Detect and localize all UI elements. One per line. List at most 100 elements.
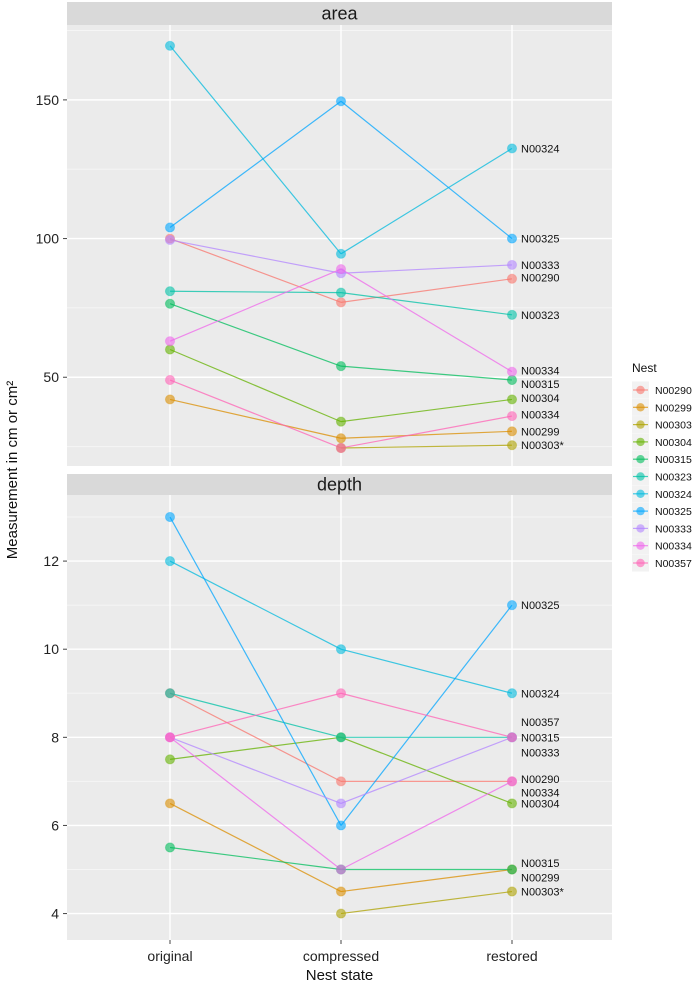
panel-area-strip-title: area [321,4,358,24]
panel-depth-series-line-N00334 [169,736,342,870]
panel-depth-strip [67,474,612,495]
legend-label-N00304: N00304 [655,437,692,449]
legend-label-N00290: N00290 [655,385,692,397]
panel-area-point-N00323-compressed [335,287,347,298]
panel-area-series-line-N00303 [340,444,513,449]
legend-key-point-N00303 [636,420,645,429]
panel-area-point-label: N00324 [521,143,560,155]
panel-area-series-line-N00315 [340,365,513,381]
panel-depth-series-line-N00334 [340,780,513,871]
panel-area-series-line-N00334 [169,268,342,342]
panel-area-point-label: N00323 [521,310,560,322]
panel-depth-y-tick-label: 12 [43,553,59,569]
panel-area-point-label: N00315 [521,379,560,391]
panel-depth-y-tick-label: 8 [51,729,59,745]
panel-area-point-N00325-compressed [335,96,347,107]
panel-area-point-N00304-original [164,344,176,355]
panel-area-point-N00325-original [164,222,176,233]
panel-area-point-N00299-compressed [335,433,347,444]
x-tick-label-compressed: compressed [303,948,379,964]
panel-area-point-N00290-restored [506,273,518,284]
legend-key-point-N00324 [636,489,645,498]
panel-area-point-N00357-compressed [335,442,347,454]
panel-area-point-N00315-restored [506,374,518,386]
panel-area-series-line-N00290 [340,278,513,303]
panel-area-point-label: N00334 [521,410,560,422]
legend-label-N00323: N00323 [655,472,692,484]
panel-depth-point-N00315-restored [506,864,518,875]
panel-depth-point-label: N00324 [521,688,560,700]
panel-depth-series-line-N00304 [169,736,342,760]
panel-depth-point-label: N00333 [521,748,560,760]
panel-area-series-line-N00324 [340,147,513,255]
panel-area-point-N00333-restored [506,259,518,271]
panel-depth-point-label: N00325 [521,600,560,612]
legend-label-N00315: N00315 [655,454,692,466]
panel-area-series-line-N00323 [169,290,342,294]
panel-area-point-N00323-restored [506,309,518,320]
panel-depth-point-label: N00304 [521,798,560,810]
panel-depth-point-N00304-restored [506,798,518,809]
panel-area-point-label: N00290 [521,272,560,284]
panel-depth-series-line-N00357 [340,692,513,738]
panel-depth-y-tick-label: 4 [51,906,59,922]
panel-depth-point-label: N00315 [521,858,560,870]
panel-depth-point-N00303-restored [506,886,518,897]
panel-depth-y-tick-label: 6 [51,817,59,833]
panel-area-point-N00325-restored [506,233,518,244]
panel-depth-point-N00304-original [164,754,176,765]
legend-key-point-N00323 [636,472,645,481]
panel-area-point-N00324-restored [506,143,518,154]
panel-area-series-line-N00333 [169,239,342,274]
panel-area-series-line-N00299 [340,430,513,439]
panel-area-series-line-N00323 [340,292,513,316]
panel-depth-point-N00324-compressed [335,644,347,655]
panel-area-series-line-N00304 [340,398,513,423]
panel-area-y-tick-label: 150 [36,92,60,108]
panel-depth-series-line-N00333 [169,736,342,804]
panel-area-point-label: N00304 [521,393,560,405]
panel-depth-point-N00334-restored [506,776,518,787]
panel-area-point-N00290-compressed [335,297,347,308]
panel-depth-series-line-N00299 [340,868,513,893]
panel-area-point-N00299-original [164,394,176,405]
panel-area-point-N00299-restored [506,426,518,437]
panel-area-point-N00304-compressed [335,416,347,427]
panel-area-point-label: N00325 [521,234,560,246]
panel-area-point-label: N00303* [521,440,565,452]
panel-depth-point-N00325-compressed [335,820,347,831]
legend-key-point-N00333 [636,524,645,533]
legend-key-point-N00299 [636,403,645,412]
panel-area-series-line-N00299 [169,398,342,439]
panel-depth-series-line-N00325 [169,516,342,826]
panel-area-series-line-N00324 [169,45,342,255]
panel-depth-series-line-N00324 [340,648,513,694]
legend-key-point-N00290 [636,385,645,395]
panel-area-series-line-N00334 [340,268,513,373]
panel-depth-series-line-N00303 [340,890,513,915]
legend-label-N00324: N00324 [655,489,692,501]
panel-depth-series-line-N00324 [169,560,342,650]
panel-depth-point-N00357-restored [506,732,518,743]
panel-depth-strip-title: depth [317,475,362,495]
panel-area-series-line-N00333 [340,264,513,274]
panel-area-point-N00304-restored [506,394,518,405]
panel-depth-point-label: N00290 [521,774,560,786]
legend-label-N00303: N00303 [655,420,692,432]
panel-area-point-N00334-original [164,336,176,347]
panel-area-point-label: N00299 [521,426,560,438]
panel-area-point-N00323-original [164,286,176,297]
legend-key-point-N00357 [636,558,645,568]
panel-depth-point-N00323-original [164,688,176,699]
panel-area-series-line-N00315 [169,303,342,367]
y-axis-title: Measurement in cm or cm² [4,381,21,559]
panel-area-point-label: N00333 [521,260,560,272]
legend-label-N00334: N00334 [655,541,692,553]
panel-depth-point-label: N00299 [521,872,560,884]
legend-key-point-N00334 [636,541,645,550]
legend-title: Nest [632,361,657,375]
panel-depth-series-line-N00333 [340,736,513,804]
panel-depth-point-N00357-original [164,732,176,743]
panel-area-series-line-N00325 [340,100,513,240]
